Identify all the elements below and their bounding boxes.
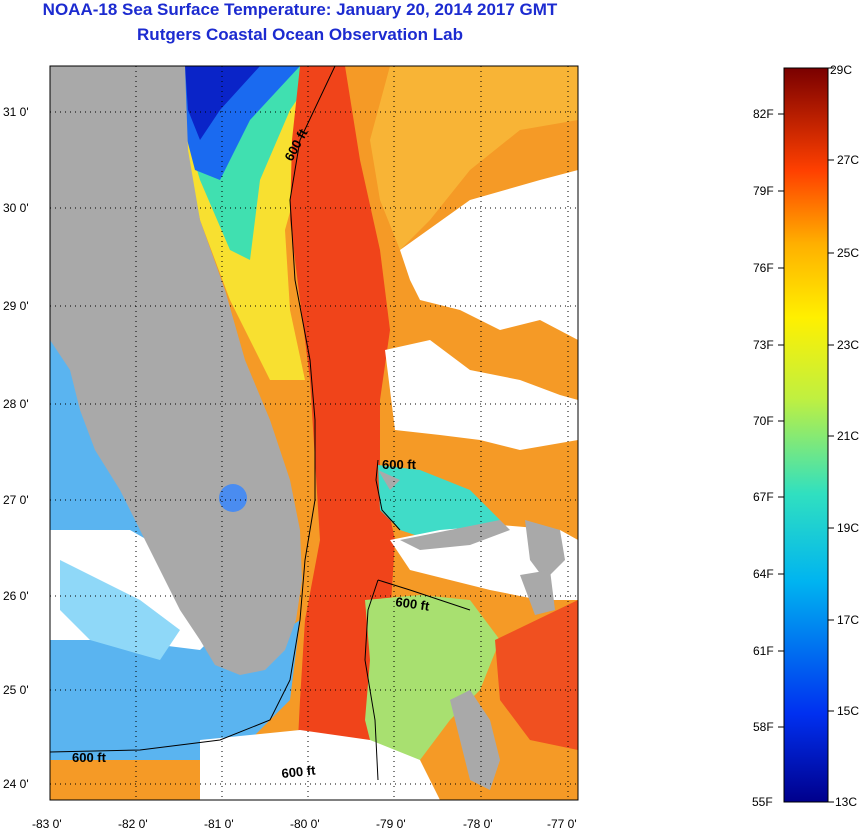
map-subtitle: Rutgers Coastal Ocean Observation Lab bbox=[137, 25, 463, 44]
colorbar-c-label: 21C bbox=[837, 429, 859, 443]
colorbar-f-label: 76F bbox=[753, 261, 774, 275]
colorbar-f-label: 58F bbox=[753, 720, 774, 734]
shelf-dark-blue bbox=[185, 66, 260, 140]
abaco-island bbox=[525, 520, 565, 580]
colorbar-f-label: 64F bbox=[753, 567, 774, 581]
map-title: NOAA-18 Sea Surface Temperature: January… bbox=[42, 0, 558, 19]
great-bahama-bank bbox=[365, 595, 500, 780]
colorbar-f-label: 55F bbox=[752, 795, 773, 809]
cloud-bank-north bbox=[400, 170, 578, 340]
colorbar-c-label: 25C bbox=[837, 246, 859, 260]
lat-tick-label: 28 0' bbox=[3, 397, 29, 411]
lat-tick-label: 30 0' bbox=[3, 201, 29, 215]
contour-600ft-bahamas-north bbox=[375, 459, 401, 531]
sst-image bbox=[50, 66, 578, 800]
grand-bahama-island bbox=[400, 520, 510, 550]
lat-tick-label: 26 0' bbox=[3, 589, 29, 603]
colorbar-c-label: 27C bbox=[837, 153, 859, 167]
lat-tick-label: 27 0' bbox=[3, 493, 29, 507]
lon-tick-label: -81 0' bbox=[204, 817, 234, 831]
colorbar-f-label: 67F bbox=[753, 490, 774, 504]
grid-lines bbox=[49, 66, 578, 800]
lat-tick-label: 24 0' bbox=[3, 777, 29, 791]
eleuthera-island bbox=[520, 570, 555, 615]
colorbar-c-label: 13C bbox=[835, 795, 857, 809]
colorbar-f-label: 61F bbox=[753, 644, 774, 658]
lake-okeechobee bbox=[219, 484, 247, 512]
lon-tick-label: -80 0' bbox=[290, 817, 320, 831]
contour-label: 600 ft bbox=[395, 594, 431, 614]
contour-600ft-florida bbox=[50, 66, 336, 753]
colorbar-f-label: 73F bbox=[753, 338, 774, 352]
bahamas-bank bbox=[378, 465, 500, 540]
colorbar-f-label: 82F bbox=[753, 107, 774, 121]
lon-tick-label: -79 0' bbox=[376, 817, 406, 831]
lon-tick-label: -83 0' bbox=[32, 817, 62, 831]
colorbar-c-label: 15C bbox=[837, 704, 859, 718]
lat-tick-label: 31 0' bbox=[3, 105, 29, 119]
cloud-bank-keys bbox=[200, 730, 440, 800]
lon-tick-label: -82 0' bbox=[118, 817, 148, 831]
cloud-bank-mid bbox=[385, 340, 578, 450]
colorbar-c-label: 19C bbox=[837, 521, 859, 535]
florida-land bbox=[50, 66, 302, 675]
colorbar-gradient bbox=[783, 67, 829, 803]
grand-bahama bbox=[378, 470, 400, 490]
east-warm-patch bbox=[495, 600, 578, 750]
temperature-colorbar: 82F 79F 76F 73F 70F 67F 64F 61F 58F 55F … bbox=[752, 63, 859, 809]
andros-island bbox=[450, 690, 500, 790]
colorbar-f-label: 79F bbox=[753, 184, 774, 198]
contour-600ft-bahamas-south bbox=[364, 579, 471, 781]
colorbar-c-label: 29C bbox=[830, 63, 852, 77]
colorbar-c-label: 23C bbox=[837, 338, 859, 352]
colorbar-c-label: 17C bbox=[837, 613, 859, 627]
contour-label: 600 ft bbox=[281, 762, 317, 781]
map-frame bbox=[49, 65, 579, 801]
lat-tick-label: 29 0' bbox=[3, 299, 29, 313]
contour-label: 600 ft bbox=[382, 457, 417, 472]
lon-tick-label: -77 0' bbox=[547, 817, 577, 831]
colorbar-f-label: 70F bbox=[753, 414, 774, 428]
lat-tick-label: 25 0' bbox=[3, 683, 29, 697]
gulf-patch bbox=[60, 560, 180, 660]
contour-label: 600 ft bbox=[72, 750, 107, 765]
lon-tick-label: -78 0' bbox=[463, 817, 493, 831]
